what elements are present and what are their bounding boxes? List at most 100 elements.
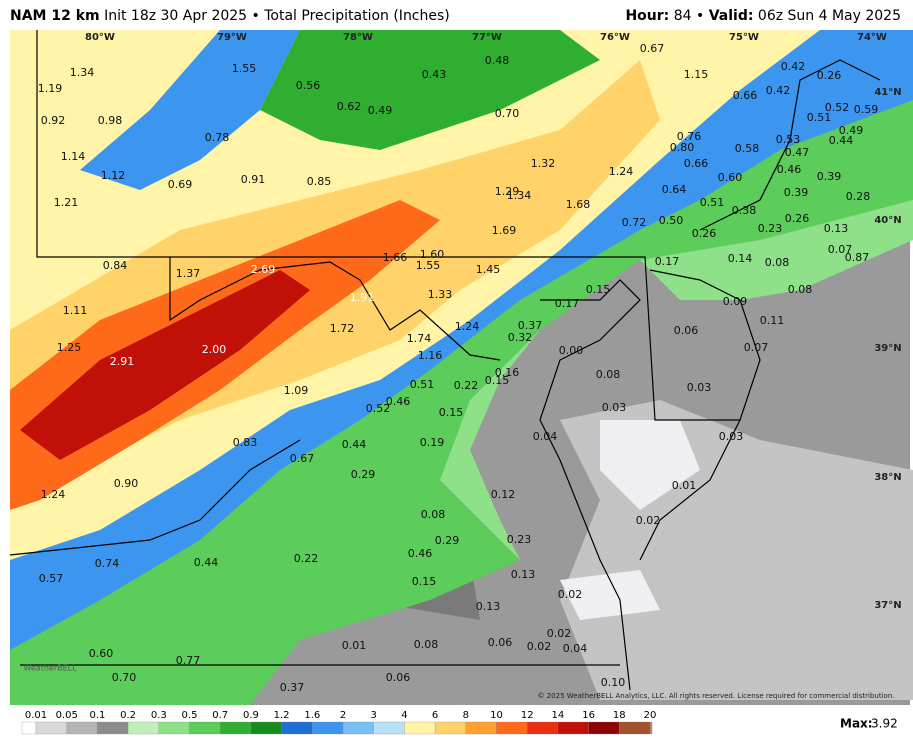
valid-label: Valid: xyxy=(708,8,754,24)
valid: 06z Sun 4 May 2025 xyxy=(757,8,901,24)
hour: 84 xyxy=(673,8,692,24)
precip-value: 0.39 xyxy=(784,186,809,199)
precip-value: 0.66 xyxy=(684,157,709,170)
colorbar-cell xyxy=(527,721,559,735)
colorbar-label: 1.2 xyxy=(274,710,290,721)
precip-value: 0.15 xyxy=(485,374,510,387)
precip-value: 0.83 xyxy=(233,436,258,449)
precip-value: 0.37 xyxy=(518,319,543,332)
precip-value: 0.26 xyxy=(817,69,842,82)
precip-value: 0.51 xyxy=(700,196,725,209)
precip-value: 0.85 xyxy=(307,175,332,188)
precip-value: 1.11 xyxy=(63,304,88,317)
colorbar-cell xyxy=(97,721,129,735)
precip-value: 1.72 xyxy=(330,322,355,335)
precip-value: 2.00 xyxy=(202,343,227,356)
colorbar-cell xyxy=(496,721,528,735)
colorbar-label: 0.01 xyxy=(25,710,47,721)
precip-value: 1.24 xyxy=(455,320,480,333)
precip-value: 0.44 xyxy=(829,134,854,147)
colorbar-cell xyxy=(66,721,98,735)
valid-info: Hour: 84 • Valid: 06z Sun 4 May 2025 xyxy=(625,8,901,24)
precip-value: 2.91 xyxy=(110,355,135,368)
colorbar-label: 16 xyxy=(582,710,595,721)
precip-value: 1.34 xyxy=(70,66,95,79)
precip-value: 0.15 xyxy=(439,406,464,419)
colorbar-cell xyxy=(649,721,653,735)
precip-value: 0.46 xyxy=(777,163,802,176)
hour-label: Hour: xyxy=(625,8,670,24)
precip-value: 0.02 xyxy=(527,640,552,653)
precip-value: 1.55 xyxy=(232,62,257,75)
colorbar-label: 0.05 xyxy=(56,710,78,721)
precip-value: 0.62 xyxy=(337,100,362,113)
green-band xyxy=(260,30,600,150)
colorbar-cell xyxy=(465,721,497,735)
precip-value: 0.87 xyxy=(845,251,870,264)
precip-value: 0.14 xyxy=(728,252,753,265)
state-border xyxy=(169,257,501,361)
precip-value: 2.69 xyxy=(251,263,276,276)
precip-value: 1.55 xyxy=(416,259,441,272)
colorbar-label: 3 xyxy=(371,710,377,721)
borders xyxy=(9,30,881,691)
precip-value: 0.15 xyxy=(586,283,611,296)
precip-value: 0.08 xyxy=(421,508,446,521)
precip-value: 0.29 xyxy=(435,534,460,547)
precip-value: 1.19 xyxy=(38,82,63,95)
precip-value: 0.26 xyxy=(692,227,717,240)
precip-value: 1.91 xyxy=(350,291,375,304)
precip-value: 0.69 xyxy=(168,178,193,191)
colorbar-cell xyxy=(373,721,405,735)
colorbar-label: 18 xyxy=(613,710,626,721)
precip-value: 1.68 xyxy=(566,198,591,211)
precip-value: 0.01 xyxy=(672,479,697,492)
coastline xyxy=(699,59,881,231)
colorbar-cell xyxy=(189,721,221,735)
precip-value: 0.50 xyxy=(659,214,684,227)
white-area xyxy=(600,420,700,510)
precip-value: 0.23 xyxy=(507,533,532,546)
precip-value: 1.14 xyxy=(61,150,86,163)
precip-value: 0.19 xyxy=(420,436,445,449)
precip-value: 0.29 xyxy=(351,468,376,481)
precip-value: 0.22 xyxy=(294,552,319,565)
precip-value: 0.53 xyxy=(776,133,801,146)
precip-value: 0.42 xyxy=(781,60,806,73)
model: NAM 12 km xyxy=(10,8,100,24)
precip-value: 0.51 xyxy=(410,378,435,391)
precip-value: 0.51 xyxy=(807,111,832,124)
precip-value: 0.92 xyxy=(41,114,66,127)
colorbar-label: 0.7 xyxy=(212,710,228,721)
precip-value: 1.74 xyxy=(407,332,432,345)
precip-value: 0.49 xyxy=(839,124,864,137)
precip-value: 0.70 xyxy=(495,107,520,120)
longitude-label: 78°W xyxy=(343,32,373,43)
longitude-label: 76°W xyxy=(600,32,630,43)
precip-value: 1.12 xyxy=(101,169,126,182)
colorbar-cell xyxy=(404,721,436,735)
precip-value: 0.03 xyxy=(719,430,744,443)
precip-value: 1.09 xyxy=(284,384,309,397)
colorbar-cell xyxy=(588,721,620,735)
precip-value: 0.52 xyxy=(366,402,391,415)
darkred-area xyxy=(20,270,310,460)
precip-value: 1.66 xyxy=(383,251,408,264)
watermark: WeatherBELL xyxy=(23,664,77,673)
precip-value: 0.39 xyxy=(817,170,842,183)
latitude-label: 37°N xyxy=(874,600,901,611)
precip-value: 0.67 xyxy=(290,452,315,465)
precip-value: 0.10 xyxy=(601,676,626,689)
precip-value: 0.08 xyxy=(596,368,621,381)
precip-value: 0.03 xyxy=(687,381,712,394)
precip-value: 1.24 xyxy=(41,488,66,501)
precip-value: 0.08 xyxy=(788,283,813,296)
longitude-label: 80°W xyxy=(85,32,115,43)
header: NAM 12 km Init 18z 30 Apr 2025 • Total P… xyxy=(0,0,913,30)
precip-value: 0.77 xyxy=(176,654,201,667)
precip-value: 1.45 xyxy=(476,263,501,276)
precip-value: 0.32 xyxy=(508,331,533,344)
precip-value: 0.44 xyxy=(194,556,219,569)
precip-value: 1.16 xyxy=(418,349,443,362)
